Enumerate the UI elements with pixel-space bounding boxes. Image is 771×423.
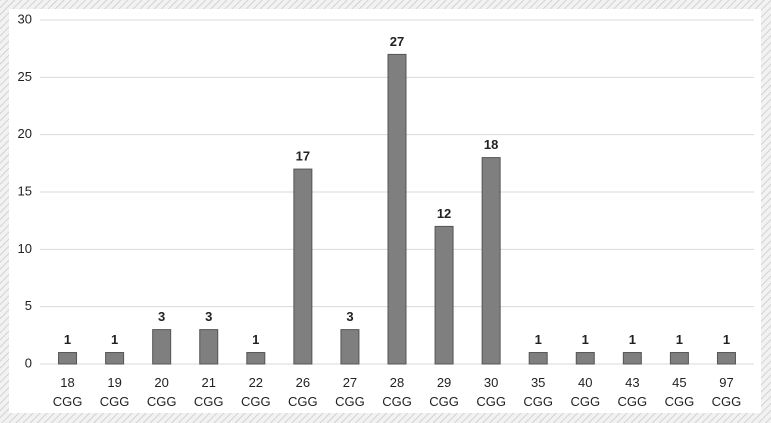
y-tick-label: 20: [18, 126, 32, 141]
data-label: 1: [676, 332, 683, 347]
data-label: 1: [629, 332, 636, 347]
x-tick-label: 35 CGG: [523, 375, 553, 409]
x-tick-label: 28 CGG: [382, 375, 412, 409]
x-tick-label: 29 CGG: [429, 375, 459, 409]
data-label: 1: [64, 332, 71, 347]
bar: [152, 329, 172, 365]
x-tick-label: 22 CGG: [240, 375, 271, 409]
data-label: 17: [296, 149, 310, 164]
x-tick-label: 26 CGG: [288, 375, 318, 409]
data-label: 3: [205, 309, 212, 324]
bar: [528, 352, 548, 365]
data-label: 12: [437, 206, 451, 221]
x-tick-label: 43 CGG: [617, 375, 648, 409]
bar: [434, 225, 454, 365]
bar: [293, 168, 313, 365]
bar: [481, 157, 501, 365]
y-tick-label: 30: [18, 11, 32, 26]
data-label: 1: [723, 332, 730, 347]
y-tick-label: 25: [18, 69, 32, 84]
bar: [669, 352, 689, 365]
x-tick-label: 21 CGG: [193, 375, 224, 409]
bar: [246, 352, 266, 365]
x-tick-label: 97 CGG: [711, 375, 742, 409]
bar: [105, 352, 125, 365]
data-label: 18: [484, 137, 498, 152]
data-label: 1: [252, 332, 259, 347]
bar: [622, 352, 642, 365]
data-label: 3: [346, 309, 353, 324]
data-label: 1: [535, 332, 542, 347]
x-tick-label: 27 CGG: [335, 375, 365, 409]
data-label: 3: [158, 309, 165, 324]
bar: [58, 352, 78, 365]
y-tick-label: 5: [25, 298, 32, 313]
x-tick-label: 45 CGG: [664, 375, 695, 409]
x-tick-label: 30 CGG: [476, 375, 506, 409]
data-label: 27: [390, 34, 404, 49]
data-label: 1: [582, 332, 589, 347]
x-tick-label: 18 CGG: [52, 375, 83, 409]
y-tick-label: 10: [18, 241, 32, 256]
x-tick-label: 40 CGG: [570, 375, 601, 409]
panel: [9, 9, 761, 413]
x-tick-label: 20 CGG: [146, 375, 177, 409]
bar: [199, 329, 219, 365]
data-label: 1: [111, 332, 118, 347]
bar: [575, 352, 595, 365]
bar: [387, 53, 407, 365]
y-tick-label: 15: [18, 183, 32, 198]
bar: [716, 352, 736, 365]
y-tick-label: 0: [25, 355, 32, 370]
x-tick-label: 19 CGG: [99, 375, 130, 409]
bar: [340, 329, 360, 365]
